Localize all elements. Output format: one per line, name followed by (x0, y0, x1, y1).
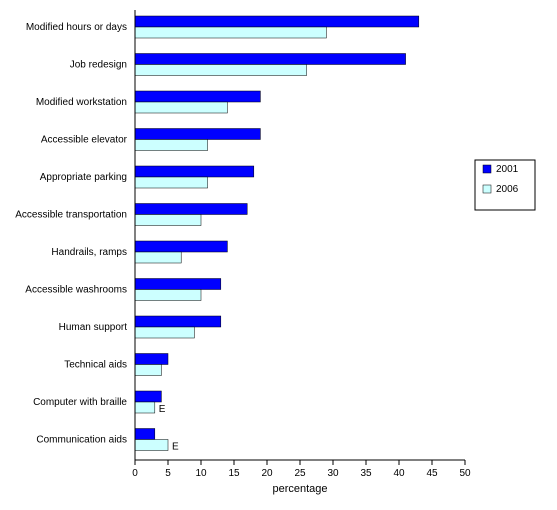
category-label: Modified hours or days (26, 22, 127, 33)
x-tick-label: 35 (360, 468, 372, 479)
bar-2006 (135, 290, 201, 301)
bar-2006 (135, 177, 208, 188)
bar-2006 (135, 365, 161, 376)
bar-2006 (135, 252, 181, 263)
bar-2006 (135, 402, 155, 413)
legend-label: 2006 (496, 184, 519, 195)
bar-2001 (135, 54, 406, 65)
category-label: Job redesign (70, 60, 127, 71)
category-label: Computer with braille (33, 397, 127, 408)
bar-2001 (135, 279, 221, 290)
legend-swatch (483, 165, 491, 173)
category-label: Accessible washrooms (25, 285, 127, 296)
x-tick-label: 10 (195, 468, 207, 479)
bar-2006 (135, 215, 201, 226)
x-tick-label: 30 (327, 468, 339, 479)
bar-2006 (135, 102, 227, 113)
grouped-bar-chart: 0 5 10 15 20 25 30 35 40 45 50 percentage Modified h… (0, 0, 557, 510)
bar-2001 (135, 91, 260, 102)
bar-2001 (135, 316, 221, 327)
bar-2001 (135, 429, 155, 440)
x-axis-label: percentage (272, 483, 327, 495)
bar-note: E (172, 442, 179, 453)
chart-container: 0 5 10 15 20 25 30 35 40 45 50 percentage Modified h… (0, 0, 557, 510)
x-tick-label: 40 (393, 468, 405, 479)
legend-swatch (483, 185, 491, 193)
category-label: Technical aids (64, 360, 127, 371)
category-label: Accessible elevator (41, 135, 128, 146)
bar-2001 (135, 354, 168, 365)
category-label: Handrails, ramps (51, 247, 127, 258)
bar-2001 (135, 16, 419, 27)
bar-2001 (135, 129, 260, 140)
x-tick-label: 50 (459, 468, 471, 479)
bar-2006 (135, 27, 326, 38)
bar-2006 (135, 140, 208, 151)
bar-2001 (135, 391, 161, 402)
legend-label: 2001 (496, 164, 519, 175)
category-label: Appropriate parking (40, 172, 127, 183)
bar-note: E (159, 404, 166, 415)
x-tick-label: 5 (165, 468, 171, 479)
bar-2006 (135, 440, 168, 451)
x-tick-label: 15 (228, 468, 240, 479)
x-tick-label: 25 (294, 468, 306, 479)
bar-2006 (135, 65, 307, 76)
category-label: Accessible transportation (15, 210, 127, 221)
x-tick-label: 0 (132, 468, 138, 479)
category-label: Human support (59, 322, 128, 333)
bar-2001 (135, 166, 254, 177)
category-label: Modified workstation (36, 97, 127, 108)
x-tick-label: 20 (261, 468, 273, 479)
bar-2001 (135, 204, 247, 215)
x-tick-label: 45 (426, 468, 438, 479)
category-label: Communication aids (36, 435, 127, 446)
bar-2001 (135, 241, 227, 252)
bar-2006 (135, 327, 194, 338)
